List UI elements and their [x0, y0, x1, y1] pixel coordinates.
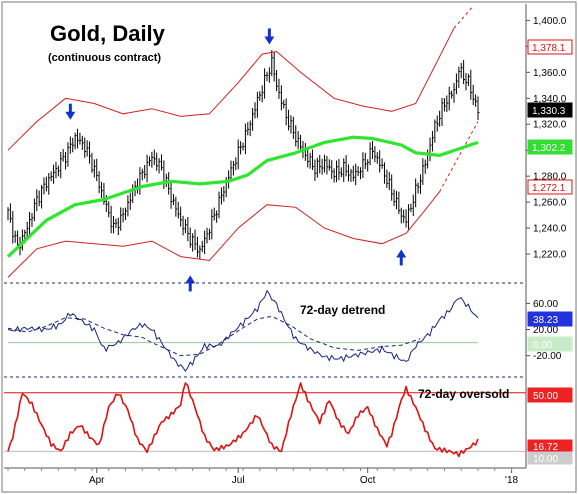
- svg-text:50.00: 50.00: [533, 391, 558, 402]
- detrend-y-axis: 60.00 20.00 -20.00: [526, 299, 562, 362]
- x-tick-label: Jul: [232, 475, 245, 486]
- x-tick-label: Oct: [360, 475, 376, 486]
- oversold-label: 72-day oversold: [418, 387, 509, 401]
- price-tick-label: 1,360.0: [533, 68, 567, 79]
- x-axis: Apr Jul Oct '18: [7, 468, 519, 486]
- price-tick-label: 1,400.0: [533, 16, 567, 27]
- up-arrow-marker: [396, 249, 407, 266]
- detrend-tick-label: -20.00: [533, 351, 562, 362]
- detrend-tick-label: 20.00: [533, 325, 558, 336]
- oversold-line: [7, 382, 479, 458]
- oversold-panel: 72-day oversold 50.00 16.72 10.00: [4, 382, 573, 465]
- lower-value-badge: 1,272.1: [527, 179, 573, 195]
- arrow-head: [185, 275, 196, 284]
- svg-text:10.00: 10.00: [533, 454, 558, 465]
- price-tick-label: 1,220.0: [533, 250, 567, 261]
- smooth-value-badge: 1,302.2: [527, 139, 573, 155]
- oversold-value-badge: 16.72: [527, 439, 573, 454]
- detrend-line: [7, 289, 479, 373]
- oversold-baseline-badge: 10.00: [527, 451, 573, 465]
- chart-title: Gold, Daily: [50, 21, 166, 46]
- detrend-zero-badge: 0.00: [527, 336, 573, 352]
- arrow-head: [264, 36, 275, 45]
- upper-band-projection: [453, 5, 474, 29]
- price-tick-label: 1,340.0: [533, 94, 567, 105]
- price-tick-label: 1,280.0: [533, 172, 567, 183]
- down-arrow-marker: [65, 103, 76, 120]
- x-tick-label: Apr: [89, 475, 105, 486]
- down-arrow-marker: [264, 28, 275, 45]
- smooth-average-line: [6, 135, 479, 258]
- price-panel: 1,220.01,240.01,260.01,280.01,300.01,320…: [6, 5, 573, 292]
- detrend-smooth-line: [7, 315, 421, 357]
- chart-subtitle: (continuous contract): [48, 52, 161, 64]
- detrend-tick-label: 60.00: [533, 299, 558, 310]
- arrow-head: [396, 249, 407, 258]
- price-bars: [7, 50, 480, 260]
- svg-text:0.00: 0.00: [533, 340, 553, 351]
- svg-text:1,378.1: 1,378.1: [532, 43, 566, 54]
- price-tick-label: 1,240.0: [533, 224, 567, 235]
- upper-value-badge: 1,378.1: [527, 39, 573, 55]
- svg-text:1,302.2: 1,302.2: [532, 143, 566, 154]
- current-price-badge: 1,330.3: [527, 102, 573, 118]
- arrow-head: [65, 111, 76, 120]
- price-tick-label: 1,260.0: [533, 198, 567, 209]
- detrend-panel: 60.00 20.00 -20.00 72-day detrend 38.23 0.…: [7, 289, 573, 373]
- x-tick-label: '18: [505, 475, 518, 486]
- svg-text:16.72: 16.72: [533, 442, 558, 453]
- lower-band-projection: [439, 121, 479, 192]
- detrend-label: 72-day detrend: [300, 303, 385, 317]
- svg-text:1,272.1: 1,272.1: [532, 183, 566, 194]
- oversold-threshold-badge: 50.00: [527, 387, 573, 403]
- lower-band-line: [7, 191, 440, 278]
- svg-text:38.23: 38.23: [533, 315, 558, 326]
- cycle-markers: [65, 28, 407, 292]
- svg-text:1,330.3: 1,330.3: [532, 106, 566, 117]
- price-tick-label: 1,320.0: [533, 120, 567, 131]
- upper-band-line: [7, 27, 455, 151]
- detrend-value-badge: 38.23: [527, 311, 573, 327]
